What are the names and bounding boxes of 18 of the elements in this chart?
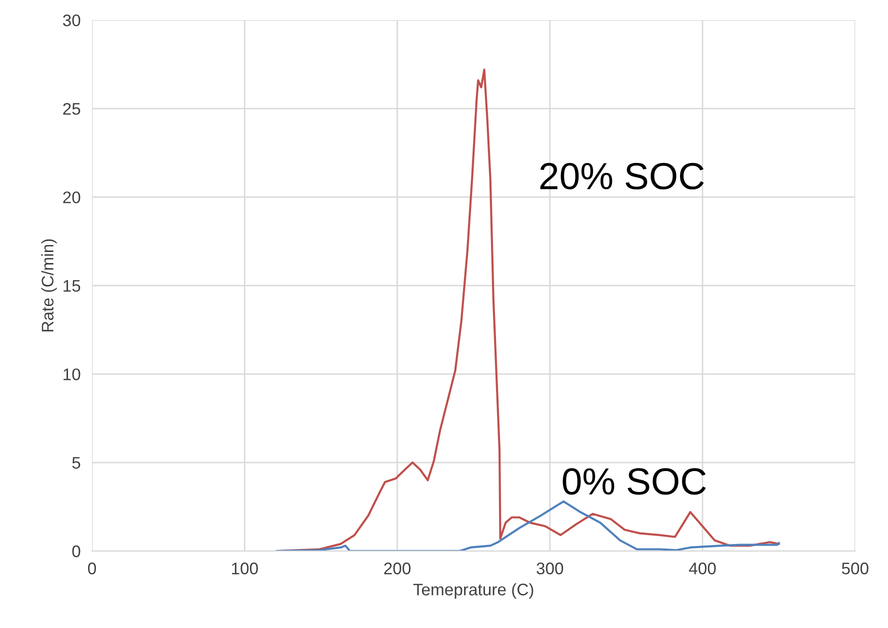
x-tick-label: 0 bbox=[88, 562, 96, 574]
y-tick-label: 5 bbox=[72, 457, 80, 469]
y-tick-label: 25 bbox=[63, 102, 80, 115]
x-tick-label: 300 bbox=[536, 562, 564, 574]
x-tick-label: 500 bbox=[842, 562, 868, 574]
y-axis-title: Rate (C/min) bbox=[41, 239, 57, 332]
y-tick-label: 10 bbox=[64, 368, 80, 380]
x-tick-label: 200 bbox=[384, 562, 411, 574]
series-label: 20% SOC bbox=[540, 162, 704, 190]
series-label: 0% SOC bbox=[562, 468, 706, 495]
y-tick-label: 30 bbox=[62, 14, 80, 26]
line-series bbox=[276, 500, 780, 552]
x-axis-title: Temeprature (C) bbox=[413, 583, 534, 599]
y-tick-label: 20 bbox=[63, 191, 80, 204]
x-tick-label: 400 bbox=[688, 562, 716, 574]
y-tick-label: 15 bbox=[64, 280, 80, 292]
x-tick-label: 100 bbox=[232, 562, 258, 574]
y-tick-label: 0 bbox=[72, 545, 80, 558]
